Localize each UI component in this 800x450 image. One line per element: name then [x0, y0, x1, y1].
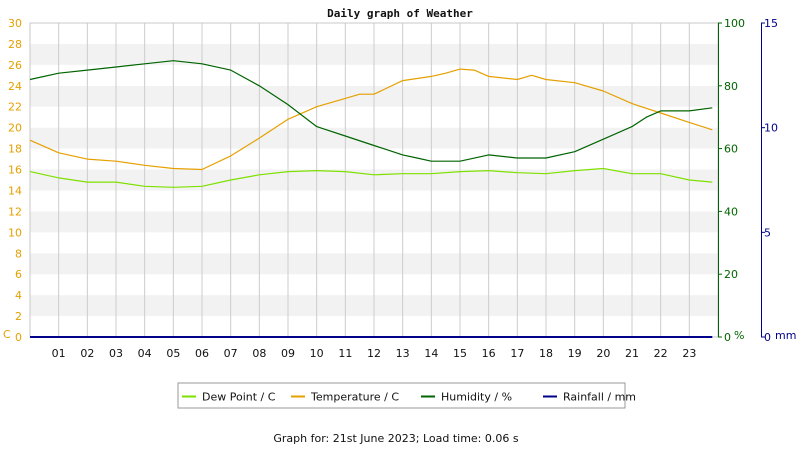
y-tick-label-temperature: 28: [8, 38, 22, 51]
y-tick-label-temperature: 24: [8, 80, 22, 93]
x-tick-label: 19: [568, 347, 582, 360]
x-tick-label: 15: [453, 347, 467, 360]
grid-layer: [29, 22, 719, 338]
x-tick-label: 10: [310, 347, 324, 360]
x-tick-label: 08: [252, 347, 266, 360]
x-tick-label: 13: [396, 347, 410, 360]
x-tick-label: 09: [281, 347, 295, 360]
temperature-unit-label: C: [3, 328, 11, 341]
y-tick-label-rainfall: 0: [764, 331, 771, 344]
x-tick-label: 18: [539, 347, 553, 360]
x-tick-label: 03: [109, 347, 123, 360]
x-tick-label: 14: [424, 347, 438, 360]
y-tick-label-temperature: 0: [15, 331, 22, 344]
y-tick-label-rainfall: 10: [764, 122, 778, 135]
y-tick-label-temperature: 20: [8, 122, 22, 135]
legend-label: Dew Point / C: [202, 391, 276, 404]
y-tick-label-temperature: 14: [8, 184, 22, 197]
x-tick-label: 02: [80, 347, 94, 360]
x-tick-label: 04: [138, 347, 152, 360]
y-tick-label-temperature: 2: [15, 310, 22, 323]
chart-title: Daily graph of Weather: [327, 7, 473, 20]
x-tick-label: 22: [654, 347, 668, 360]
legend-label: Humidity / %: [441, 391, 512, 404]
x-tick-label: 23: [682, 347, 696, 360]
y-tick-label-temperature: 4: [15, 289, 22, 302]
y-tick-label-rainfall: 5: [764, 226, 771, 239]
y-tick-label-rainfall: 15: [764, 17, 778, 30]
y-tick-label-temperature: 22: [8, 101, 22, 114]
y-tick-label-humidity: 40: [724, 205, 738, 218]
humidity-unit-label: %: [734, 329, 744, 342]
y-tick-label-humidity: 60: [724, 143, 738, 156]
legend: Dew Point / C Temperature / C Humidity / %…: [177, 382, 636, 409]
x-tick-label: 06: [195, 347, 209, 360]
x-tick-label: 17: [510, 347, 524, 360]
x-tick-label: 12: [367, 347, 381, 360]
x-tick-label: 20: [596, 347, 610, 360]
y-tick-label-humidity: 0: [724, 331, 731, 344]
y-tick-label-temperature: 18: [8, 143, 22, 156]
y-tick-label-temperature: 8: [15, 247, 22, 260]
legend-label: Rainfall / mm: [563, 391, 636, 404]
x-tick-label: 21: [625, 347, 639, 360]
y-tick-label-temperature: 30: [8, 17, 22, 30]
x-tick-label: 16: [482, 347, 496, 360]
y-tick-label-temperature: 6: [15, 268, 22, 281]
footer-text: Graph for: 21st June 2023; Load time: 0.…: [273, 432, 518, 445]
legend-label: Temperature / C: [310, 391, 399, 404]
x-tick-label: 11: [338, 347, 352, 360]
y-tick-label-humidity: 80: [724, 80, 738, 93]
series-line-0: [29, 167, 713, 188]
y-tick-label-temperature: 16: [8, 164, 22, 177]
x-tick-label: 07: [224, 347, 238, 360]
y-tick-label-humidity: 100: [724, 17, 745, 30]
y-tick-label-temperature: 26: [8, 59, 22, 72]
series-line-1: [29, 68, 713, 171]
rainfall-unit-label: mm: [775, 329, 796, 342]
series-layer: [29, 60, 713, 338]
y-tick-label-humidity: 20: [724, 268, 738, 281]
axis-layer: 0246810121416182022242628300204060801000…: [8, 17, 778, 360]
x-tick-label: 05: [166, 347, 180, 360]
series-line-2: [29, 60, 713, 162]
y-tick-label-temperature: 12: [8, 205, 22, 218]
y-tick-label-temperature: 10: [8, 226, 22, 239]
x-tick-label: 01: [52, 347, 66, 360]
